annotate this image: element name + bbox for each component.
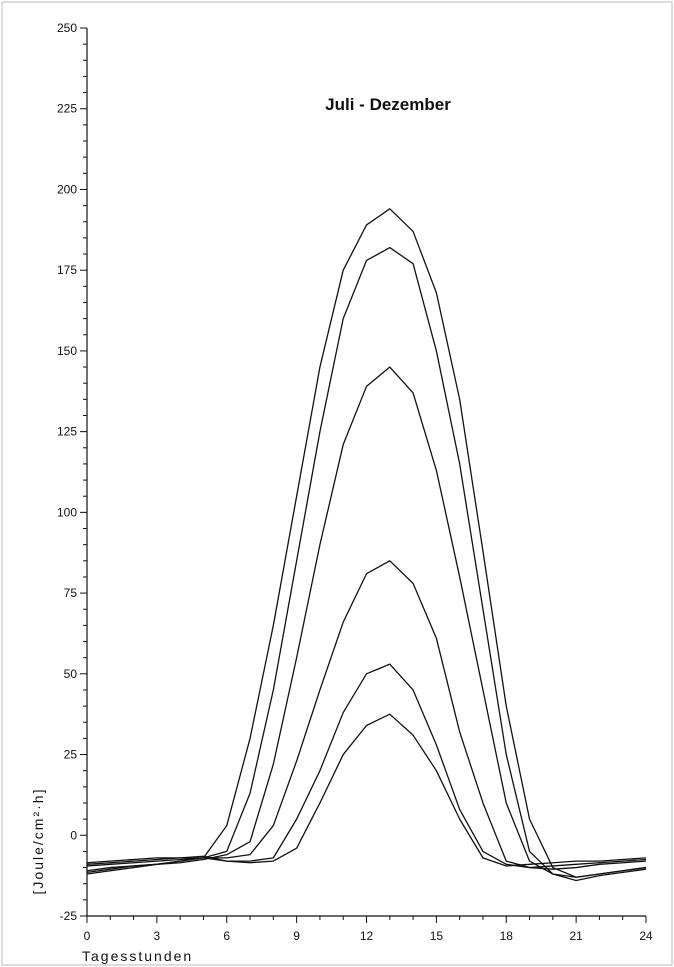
x-tick-label: 15 (430, 929, 444, 943)
y-tick-label: 150 (57, 344, 77, 358)
series-line-1 (86, 208, 647, 878)
y-tick-label: 125 (57, 425, 77, 439)
y-tick-label: 50 (64, 667, 78, 681)
x-tick-label: 0 (84, 929, 91, 943)
x-tick-label: 9 (293, 929, 300, 943)
x-tick-label: 6 (223, 929, 230, 943)
x-tick-label: 12 (360, 929, 374, 943)
y-tick-label: 0 (70, 828, 77, 842)
y-axis-label: [Joule/cm²·h] (30, 788, 46, 895)
y-tick-label: 25 (64, 748, 78, 762)
y-tick-label: 225 (57, 102, 77, 116)
x-tick-label: 3 (154, 929, 161, 943)
chart-title: Juli - Dezember (325, 95, 451, 114)
x-tick-label: 24 (639, 929, 653, 943)
series-line-3 (86, 366, 647, 878)
y-tick-label: 200 (57, 182, 77, 196)
series-line-4 (86, 560, 647, 870)
y-tick-label: 175 (57, 263, 77, 277)
series-line-2 (86, 246, 647, 882)
y-tick-label: 100 (57, 505, 77, 519)
y-tick-label: -25 (60, 909, 78, 923)
x-tick-label: 21 (569, 929, 583, 943)
y-tick-label: 75 (64, 586, 78, 600)
series-line-5 (86, 663, 647, 869)
y-tick-label: 250 (57, 21, 77, 35)
x-tick-label: 18 (500, 929, 514, 943)
series-line-6 (86, 713, 647, 867)
x-axis-label: Tagesstunden (82, 948, 193, 964)
